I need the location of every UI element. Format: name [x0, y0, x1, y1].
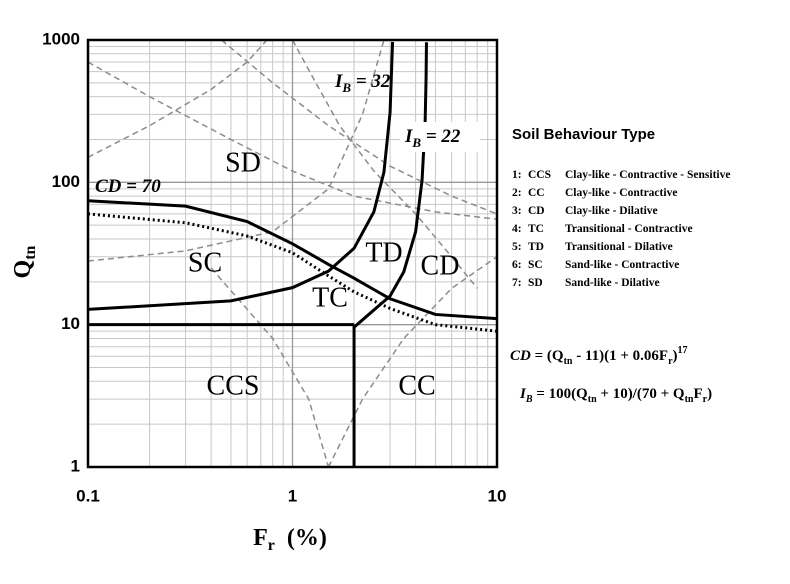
ib32-annotation: IB = 32	[334, 71, 391, 95]
ib-value: = 32	[351, 71, 391, 92]
label-background	[400, 122, 480, 152]
region-label: CCS	[207, 370, 260, 401]
legend-cell: Clay-like - Dilative	[565, 205, 658, 217]
ib-sub: B	[341, 80, 351, 95]
ib22-annotation: IB = 22	[404, 126, 461, 150]
x-tick-label: 10	[488, 486, 507, 505]
legend-cell: SC	[528, 259, 543, 271]
eq-sub: r	[668, 356, 673, 367]
legend-row: 5: TD Transitional - Dilative	[512, 241, 673, 253]
y-tick-label: 1	[71, 456, 80, 475]
legend-row: 2: CC Clay-like - Contractive	[512, 187, 677, 199]
eq-part: = (Q	[531, 348, 564, 364]
legend: 1: CCS Clay-like - Contractive - Sensitive…	[512, 169, 730, 289]
legend-cell: 1:	[512, 169, 522, 181]
boundary-line	[221, 39, 498, 215]
legend-title: Soil Behaviour Type	[512, 126, 655, 143]
legend-row: 6: SC Sand-like - Contractive	[512, 259, 679, 271]
eq-part: - 11)(1 + 0.06F	[572, 348, 668, 364]
boundary-line	[87, 61, 498, 221]
legend-row: 4: TC Transitional - Contractive	[512, 223, 693, 235]
ib-i: I	[404, 126, 413, 147]
plot-area: SD SC TC TD CD CCS CC	[86, 38, 499, 469]
x-axis-label: Fr (%)	[253, 525, 327, 554]
x-tick-label: 1	[288, 486, 297, 505]
equation-cd: CD = (Qtn - 11)(1 + 0.06Fr)17	[510, 345, 688, 367]
legend-cell: Clay-like - Contractive - Sensitive	[565, 169, 730, 181]
y-tick-label: 1000	[42, 29, 80, 48]
legend-cell: Transitional - Contractive	[565, 223, 693, 235]
legend-row: 1: CCS Clay-like - Contractive - Sensitive	[512, 169, 730, 181]
boundary-line	[87, 39, 268, 158]
legend-cell: Sand-like - Contractive	[565, 259, 679, 271]
legend-cell: TD	[528, 241, 544, 253]
eq-sub: r	[703, 394, 708, 405]
legend-cell: CC	[528, 187, 545, 199]
x-label-main: F	[253, 525, 268, 551]
legend-cell: 6:	[512, 259, 522, 271]
eq-part: + 10)/(70 + Q	[597, 386, 685, 402]
y-tick-label: 10	[61, 314, 80, 333]
legend-cell: Clay-like - Contractive	[565, 187, 677, 199]
eq-part: CD	[510, 348, 531, 364]
legend-cell: 5:	[512, 241, 522, 253]
boundary-line	[87, 41, 395, 311]
eq-sup: 17	[678, 345, 688, 356]
y-axis-label: Qtn	[10, 245, 39, 278]
equation-ib: IB = 100(Qtn + 10)/(70 + QtnFr)	[519, 386, 712, 405]
y-label-sub: tn	[22, 245, 39, 259]
boundary-line	[291, 39, 478, 289]
eq-part: )	[707, 386, 712, 402]
cd-annotation: CD = 70	[95, 176, 161, 197]
legend-row: 3: CD Clay-like - Dilative	[512, 205, 658, 217]
eq-part: = 100(Q	[533, 386, 589, 402]
legend-cell: Sand-like - Dilative	[565, 277, 660, 289]
legend-cell: 2:	[512, 187, 522, 199]
boundary-line	[327, 256, 498, 468]
eq-part: F	[693, 386, 702, 402]
legend-cell: TC	[528, 223, 544, 235]
boundary-line	[87, 199, 498, 321]
region-label: CC	[398, 370, 435, 401]
ib-i: I	[334, 71, 343, 92]
eq-part: )	[673, 348, 678, 364]
x-label-unit: (%)	[287, 525, 327, 551]
y-tick-label: 100	[52, 172, 80, 191]
legend-cell: CD	[528, 205, 545, 217]
ib-sub: B	[411, 135, 421, 150]
legend-cell: 3:	[512, 205, 522, 217]
y-label-main: Q	[10, 260, 36, 279]
region-label: TD	[365, 237, 402, 268]
legend-row: 7: SD Sand-like - Dilative	[512, 277, 660, 289]
region-label: SD	[225, 147, 261, 178]
legend-cell: 7:	[512, 277, 522, 289]
eq-sub: tn	[564, 356, 573, 367]
eq-sub: tn	[588, 394, 597, 405]
eq-sub: tn	[685, 394, 694, 405]
region-label: SC	[188, 247, 222, 278]
boundary-line	[353, 42, 428, 329]
legend-cell: CCS	[528, 169, 551, 181]
region-label: CD	[421, 250, 460, 281]
plot-border	[86, 38, 499, 469]
x-tick-label: 0.1	[76, 486, 100, 505]
eq-part: I	[519, 386, 527, 402]
legend-cell: Transitional - Dilative	[565, 241, 673, 253]
legend-cell: 4:	[512, 223, 522, 235]
ib-value: = 22	[421, 126, 461, 147]
legend-cell: SD	[528, 277, 543, 289]
boundary-line	[87, 39, 385, 262]
region-label: TC	[312, 282, 348, 313]
x-label-sub: r	[268, 537, 275, 554]
eq-sub: B	[525, 394, 533, 405]
